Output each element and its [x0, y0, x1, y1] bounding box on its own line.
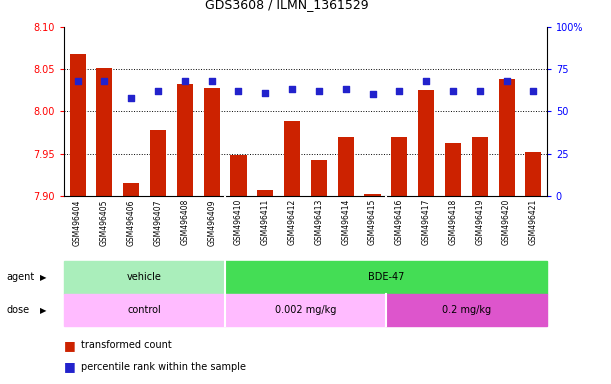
Text: GSM496418: GSM496418 — [448, 199, 458, 245]
Bar — [97, 68, 112, 196]
Text: GDS3608 / ILMN_1361529: GDS3608 / ILMN_1361529 — [205, 0, 369, 12]
Point — [260, 90, 270, 96]
Text: 0.2 mg/kg: 0.2 mg/kg — [442, 305, 491, 315]
Text: GSM496421: GSM496421 — [529, 199, 538, 245]
Point — [73, 78, 82, 84]
Point — [207, 78, 216, 84]
Text: BDE-47: BDE-47 — [368, 272, 404, 283]
Bar — [472, 137, 488, 196]
Point — [233, 88, 243, 94]
Text: GSM496407: GSM496407 — [153, 199, 163, 246]
Bar — [338, 137, 354, 196]
Point — [395, 88, 404, 94]
Text: transformed count: transformed count — [81, 340, 172, 350]
Text: GSM496415: GSM496415 — [368, 199, 377, 245]
Point — [448, 88, 458, 94]
Point — [475, 88, 485, 94]
Point — [153, 88, 163, 94]
Text: GSM496419: GSM496419 — [475, 199, 485, 245]
Text: GSM496409: GSM496409 — [207, 199, 216, 246]
Bar — [391, 137, 408, 196]
Text: GSM496410: GSM496410 — [234, 199, 243, 245]
Bar — [499, 79, 514, 196]
Bar — [257, 190, 273, 196]
Point — [180, 78, 190, 84]
Bar — [525, 152, 541, 196]
Text: agent: agent — [6, 272, 34, 283]
Text: GSM496405: GSM496405 — [100, 199, 109, 246]
Bar — [150, 130, 166, 196]
Text: ▶: ▶ — [40, 273, 46, 282]
Point — [368, 91, 378, 98]
Point — [100, 78, 109, 84]
Bar — [203, 88, 220, 196]
Text: GSM496416: GSM496416 — [395, 199, 404, 245]
Text: ■: ■ — [64, 339, 76, 352]
Text: percentile rank within the sample: percentile rank within the sample — [81, 362, 246, 372]
Text: GSM496406: GSM496406 — [126, 199, 136, 246]
Point — [529, 88, 538, 94]
Text: GSM496414: GSM496414 — [341, 199, 350, 245]
Point — [314, 88, 324, 94]
Bar — [311, 159, 327, 196]
Point — [422, 78, 431, 84]
Text: GSM496420: GSM496420 — [502, 199, 511, 245]
Point — [502, 78, 511, 84]
Bar — [70, 54, 86, 196]
Bar — [445, 144, 461, 196]
Text: ■: ■ — [64, 360, 76, 373]
Text: GSM496417: GSM496417 — [422, 199, 431, 245]
Text: GSM496408: GSM496408 — [180, 199, 189, 245]
Text: GSM496412: GSM496412 — [288, 199, 296, 245]
Text: GSM496413: GSM496413 — [315, 199, 323, 245]
Text: GSM496411: GSM496411 — [261, 199, 270, 245]
Text: GSM496404: GSM496404 — [73, 199, 82, 246]
Bar — [365, 194, 381, 196]
Bar — [177, 84, 193, 196]
Text: vehicle: vehicle — [127, 272, 162, 283]
Text: 0.002 mg/kg: 0.002 mg/kg — [275, 305, 336, 315]
Text: control: control — [128, 305, 161, 315]
Point — [126, 95, 136, 101]
Text: ▶: ▶ — [40, 306, 46, 314]
Bar — [123, 183, 139, 196]
Bar — [284, 121, 300, 196]
Text: dose: dose — [6, 305, 29, 315]
Point — [341, 86, 351, 93]
Point — [287, 86, 297, 93]
Bar — [418, 90, 434, 196]
Bar — [230, 155, 246, 196]
